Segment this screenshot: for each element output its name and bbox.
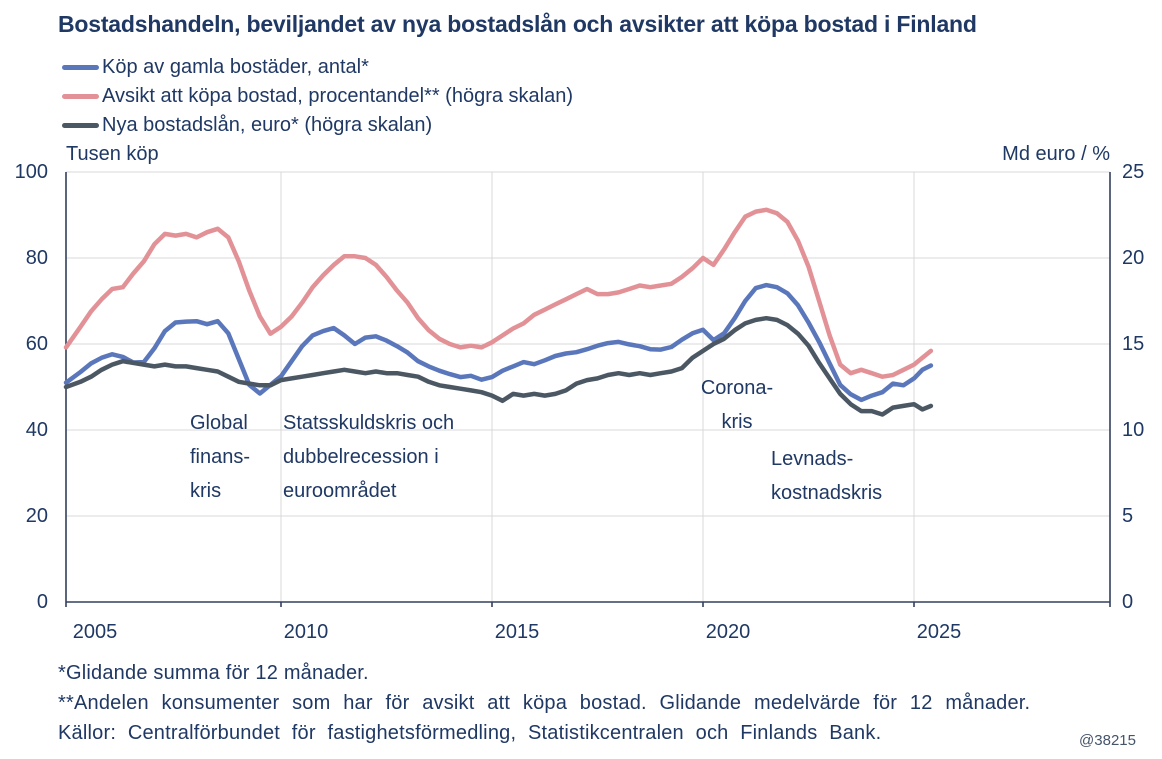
right-axis-title: Md euro / % [1002,143,1110,165]
right-axis-tick: 20 [1122,247,1145,269]
right-axis-tick: 5 [1122,505,1134,527]
annotation-global-finanskris: Global finans- kris [190,412,251,502]
legend-item-gray: Nya bostadslån, euro* (högra skalan) [62,111,573,140]
legend-item-pink: Avsikt att köpa bostad, procentandel** (… [62,82,573,111]
annotation-coronakris: Corona- kris [700,377,774,433]
footnote-3: Källor: Centralförbundet för fastighetsf… [58,722,882,744]
annotation-statsskuldskris: Statsskuldskris och dubbelrecession i eu… [283,412,455,502]
annotation-levnadskostnadskris: Levnads- kostnadskris [771,448,883,504]
legend-line-swatch-blue [62,65,99,70]
series-right-Mdeuro [63,315,934,417]
legend-label: Nya bostadslån, euro* (högra skalan) [102,114,433,136]
footnote-2: **Andelen konsumenter som har för avsikt… [58,692,1031,714]
x-axis-tick: 2015 [494,621,540,643]
right-axis-tick: 0 [1122,591,1134,613]
series-right- [63,207,934,379]
x-axis-tick: 2010 [283,621,329,643]
x-axis-tick: 2005 [72,621,118,643]
right-axis-tick: 25 [1122,161,1145,183]
right-axis-tick: 10 [1122,419,1145,441]
legend-item-blue: Köp av gamla bostäder, antal* [62,53,573,82]
chart-title: Bostadshandeln, beviljandet av nya bosta… [58,11,977,37]
legend-line-swatch-pink [62,94,99,99]
left-axis-tick: 20 [25,505,48,527]
x-axis-tick: 2020 [705,621,751,643]
left-axis-tick: 40 [25,419,48,441]
left-axis-tick: 100 [14,161,48,183]
left-axis-title: Tusen köp [66,143,159,165]
footnote-1: *Glidande summa för 12 månader. [58,662,369,684]
left-axis-tick: 80 [25,247,48,269]
legend-label: Avsikt att köpa bostad, procentandel** (… [102,85,574,107]
legend: Köp av gamla bostäder, antal* Avsikt att… [62,53,573,140]
legend-line-swatch-gray [62,123,99,128]
left-axis-tick: 0 [36,591,48,613]
left-axis-tick: 60 [25,333,48,355]
watermark-id: @38215 [1079,732,1136,749]
x-axis-tick: 2025 [916,621,962,643]
right-axis-tick: 15 [1122,333,1145,355]
legend-label: Köp av gamla bostäder, antal* [102,56,369,78]
line-chart-plot [63,171,1111,607]
series-left-tusenkp [63,282,934,403]
